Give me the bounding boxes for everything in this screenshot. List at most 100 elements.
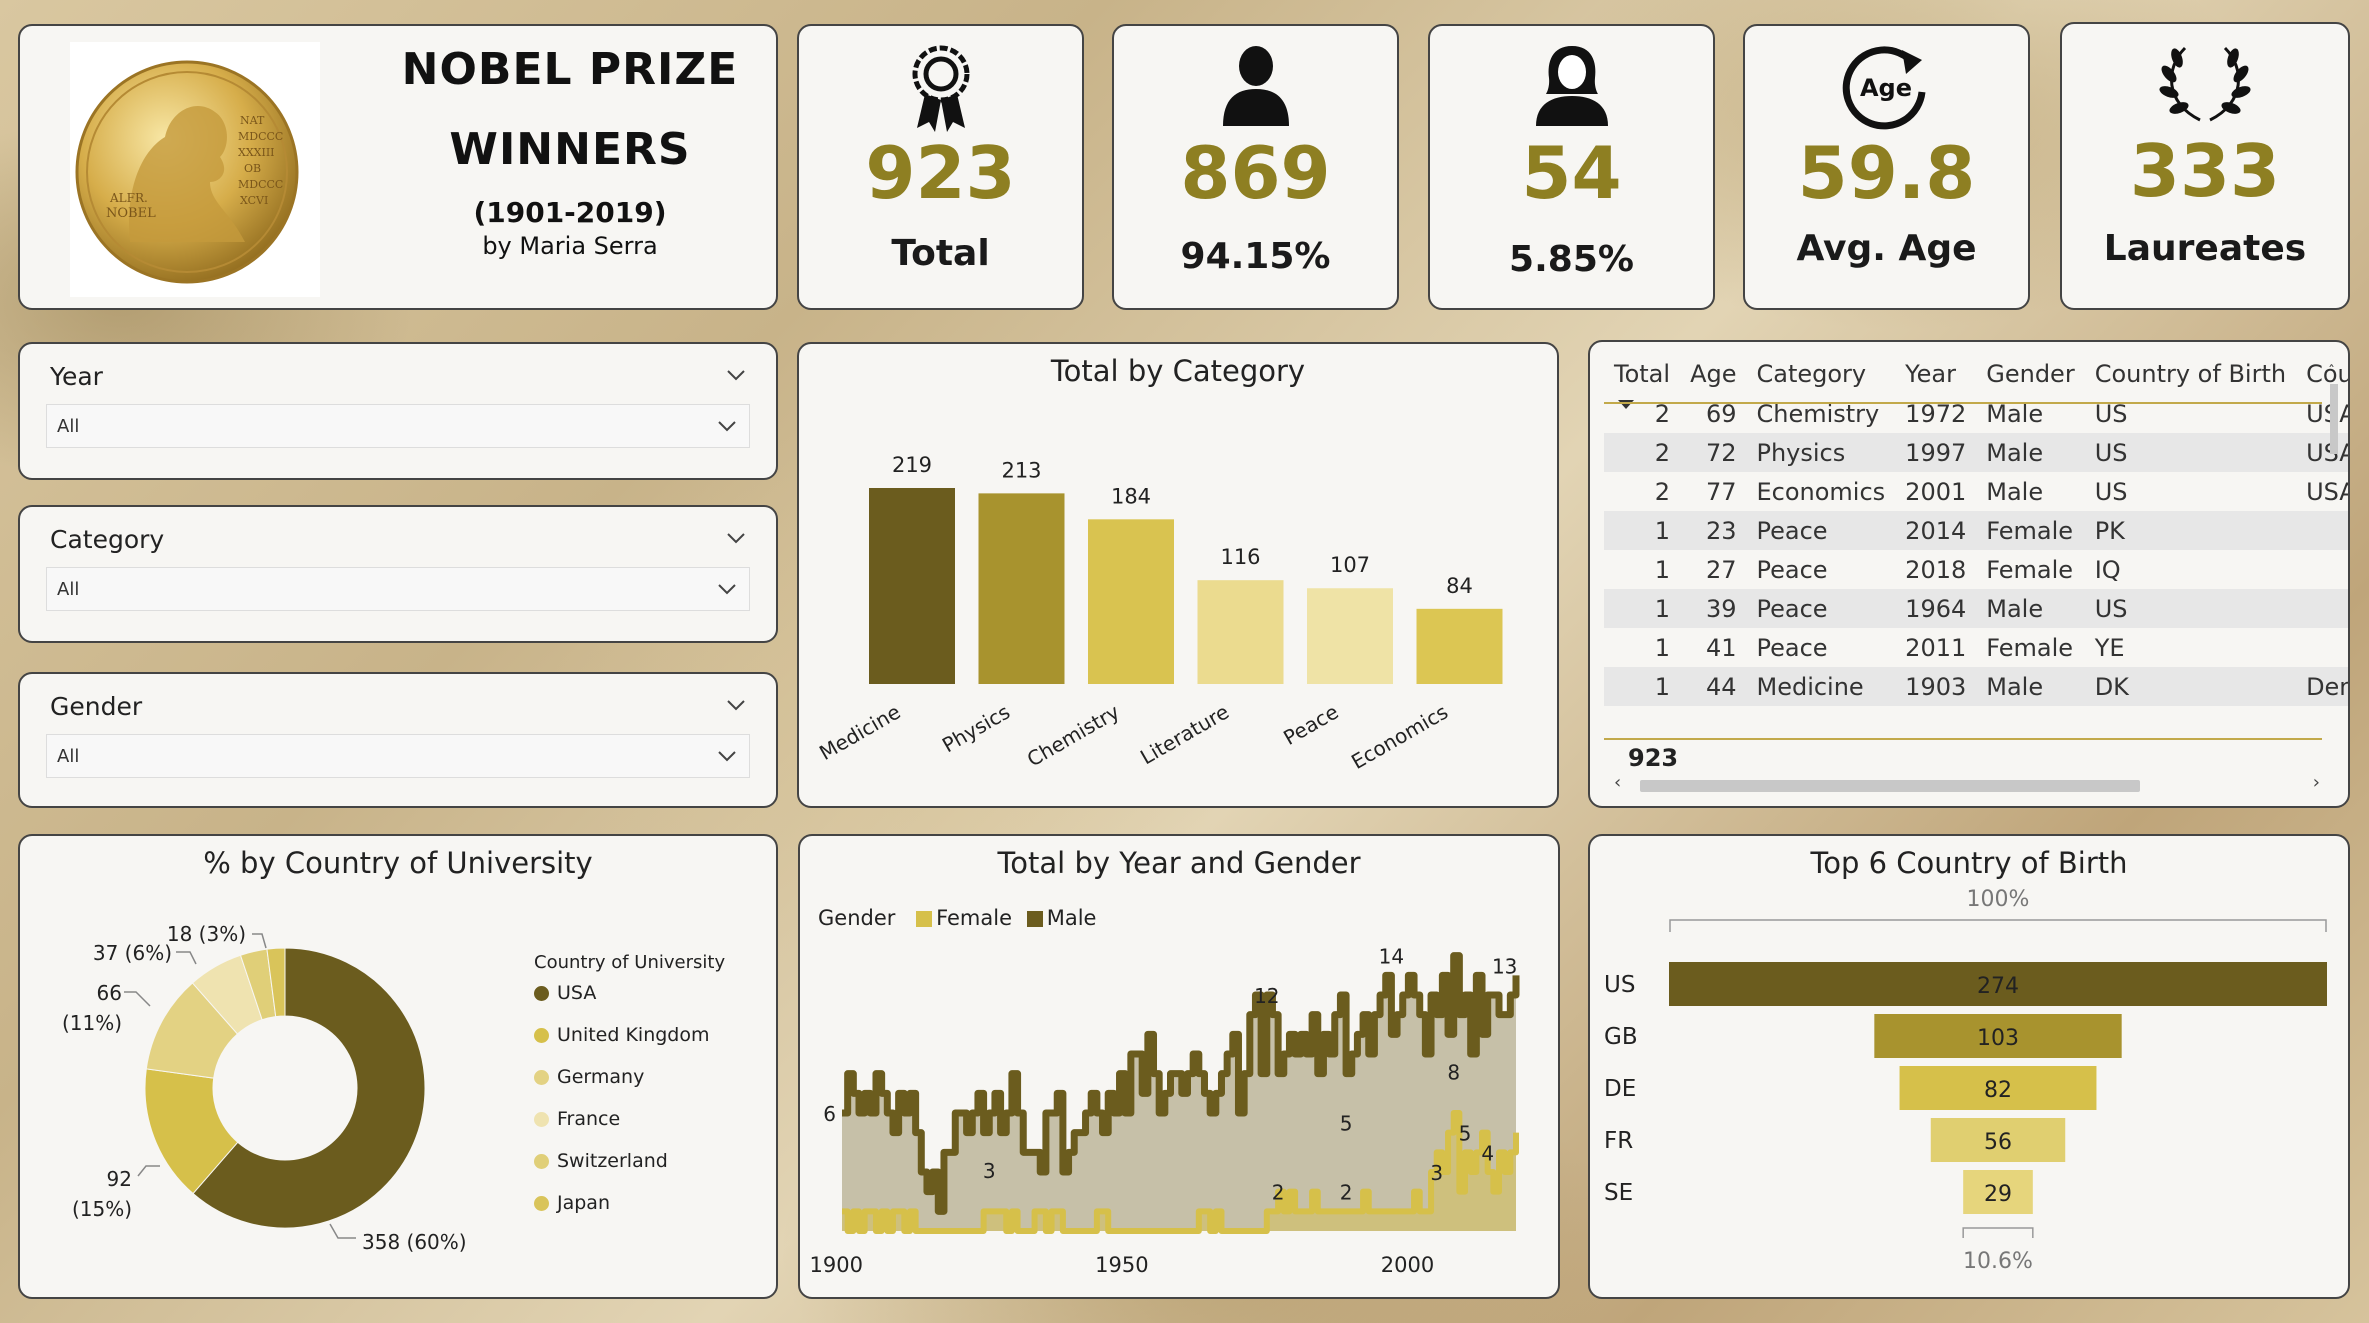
bar-peace[interactable] [1307,588,1393,684]
table-cell: 2001 [1905,477,1967,506]
scrollbar-thumb[interactable] [2330,384,2338,454]
female-line[interactable] [842,1110,1519,1234]
table-cell: Male [1976,433,2085,472]
table-cell: 2018 [1905,555,1967,584]
chevron-down-icon[interactable] [726,696,746,715]
column-header-year[interactable]: Year [1905,360,1956,388]
legend-dot [534,1112,549,1127]
legend-item-female[interactable]: Female [916,906,1012,930]
legend-title: Gender [818,906,896,930]
column-header-country-of-birth[interactable]: Country of Birth [2094,360,2287,388]
category-tick-label: Chemistry [1023,699,1124,771]
donut-slice-usa[interactable] [192,947,426,1229]
table-cell: 23 [1680,511,1747,550]
male-line[interactable] [842,952,1520,1215]
kpi-total-label: Total [891,233,990,274]
legend-item-germany[interactable]: Germany [534,1066,644,1088]
legend-dot [534,1028,549,1043]
legend-dot [534,1196,549,1211]
table-row[interactable]: 1 23 Peace 2014 Female PK [1604,511,2348,550]
table-cell: Female [1986,633,2074,662]
kpi-laureates-card: 333 Laureates [2060,22,2350,310]
column-header-total[interactable]: Total [1614,360,1671,388]
x-tick-label: 1900 [810,1253,863,1277]
table-row[interactable]: 2 69 Chemistry 1972 Male US USA [1604,394,2348,433]
funnel-bar-de[interactable] [1899,1066,2097,1110]
table-cell: Chemistry [1756,399,1880,428]
bar-economics[interactable] [1416,608,1503,684]
table-row[interactable]: 2 77 Economics 2001 Male US USA [1604,472,2348,511]
chevron-down-icon[interactable] [726,366,746,385]
point-data-label: 14 [1379,945,1404,969]
year-dropdown[interactable]: All [46,404,750,448]
leader-line [137,1165,160,1177]
table-cell: 72 [1680,433,1747,472]
funnel-category-label: US [1604,972,1635,998]
legend-item-male[interactable]: Male [1026,906,1096,930]
column-header-age[interactable]: Age [1690,360,1737,388]
scroll-up-icon[interactable]: ˆ [2328,364,2335,380]
slicer-label: Year [50,362,103,391]
chevron-down-icon[interactable] [726,529,746,548]
category-bar-chart: 219 Medicine 213 Physics 184 Chemistry 116 Lite… [815,453,1503,774]
funnel-data-label: 82 [1984,1078,2012,1103]
table-cell: 2 [1654,477,1671,506]
bar-medicine[interactable] [869,488,955,684]
scroll-left-icon[interactable]: ‹ [1614,772,1622,793]
table-row[interactable]: 1 39 Peace 1964 Male US [1604,589,2348,628]
table-cell: 1 [1604,511,1681,550]
funnel-bar-gb[interactable] [1874,1014,2122,1058]
table-row[interactable]: 1 41 Peace 2011 Female YE [1604,628,2348,667]
nobel-medal-image: ALFR. NOBEL NAT MDCCC XXXIII OB MDCCC XC… [70,42,320,297]
slice-data-label: 18 (3%) [167,922,246,946]
legend-item-usa[interactable]: USA [534,982,596,1004]
title-author: by Maria Serra [482,232,658,260]
sort-descending-icon[interactable] [1618,395,1634,414]
scroll-right-icon[interactable]: › [2312,772,2320,793]
donut-slice-japan[interactable] [266,947,286,1018]
scrollbar-thumb[interactable] [1640,780,2140,792]
chart-title: Total by Year and Gender [997,846,1361,880]
chart-title: Top 6 Country of Birth [1810,846,2128,880]
funnel-category-label: FR [1604,1128,1633,1154]
bar-literature[interactable] [1197,580,1284,684]
table-row[interactable]: 1 27 Peace 2018 Female IQ [1604,550,2348,589]
bar-chemistry[interactable] [1088,519,1174,684]
gender-dropdown[interactable]: All [46,734,750,778]
kpi-male-card: 869 94.15% [1112,24,1399,310]
table-cell: 2 [1654,399,1671,428]
table-row[interactable]: 144Medicine1903MaleDKDenm [1604,667,2348,706]
bar-physics[interactable] [978,493,1065,684]
legend-item-france[interactable]: France [534,1108,620,1130]
table-cell: Female [1976,511,2085,550]
column-header-gender[interactable]: Gender [1986,360,2075,388]
column-header-country[interactable]: Count [2306,360,2348,388]
funnel-bar-us[interactable] [1669,962,2327,1006]
legend-item-switzerland[interactable]: Switzerland [534,1150,668,1172]
gender-legend: Gender Female Male [818,906,1096,930]
funnel-bar-fr[interactable] [1930,1118,2066,1162]
laurel-wreath-icon [2155,38,2255,132]
legend-item-united-kingdom[interactable]: United Kingdom [534,1024,710,1046]
table-cell: 44 [1680,667,1747,706]
table-cell: Denm [2296,667,2348,706]
title-line-2: WINNERS [449,124,691,175]
table-cell: 27 [1705,555,1737,584]
table-cell: IQ [2094,555,2121,584]
chevron-down-icon [717,747,737,766]
table-cell: 1 [1604,667,1681,706]
category-dropdown[interactable]: All [46,567,750,611]
point-data-label: 2 [1272,1181,1285,1205]
funnel-bar-se[interactable] [1963,1170,2033,1214]
horizontal-scrollbar[interactable]: ‹ › [1610,772,2324,794]
table-row[interactable]: 272Physics1997MaleUSUSA [1604,433,2348,472]
laureates-table-card: Total Age Category Year Gender Country o… [1588,340,2350,808]
legend-dot [534,1070,549,1085]
legend-item-japan[interactable]: Japan [534,1192,610,1214]
table-cell: DK [2084,667,2297,706]
funnel-data-label: 56 [1984,1130,2012,1155]
column-header-category[interactable]: Category [1756,360,1867,388]
vertical-scrollbar[interactable]: ˆ [2328,364,2340,764]
x-tick-label: 1950 [1095,1253,1148,1277]
kpi-female-label: 5.85% [1509,239,1634,280]
